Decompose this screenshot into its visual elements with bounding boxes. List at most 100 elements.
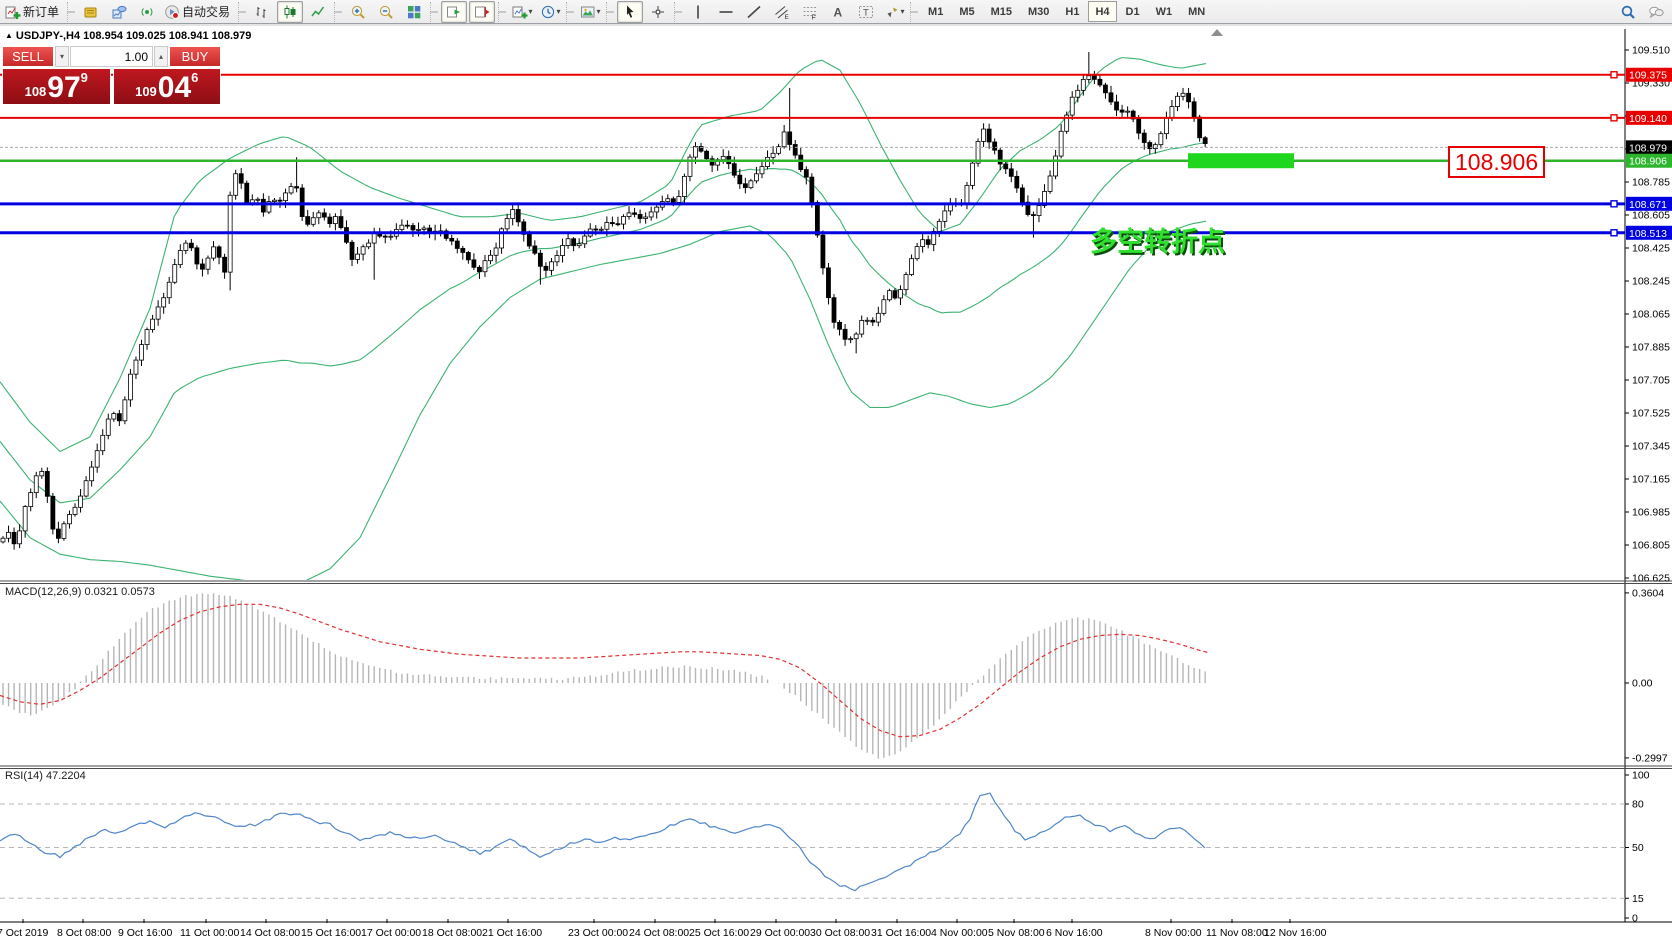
chart-shift-marker-icon[interactable] <box>1211 29 1223 36</box>
timeframe-m5-button[interactable]: M5 <box>959 5 975 18</box>
toolbar-line-chart-button[interactable] <box>305 1 331 23</box>
toolbar-candle-chart-button[interactable] <box>277 0 304 23</box>
svg-text:T: T <box>863 7 869 18</box>
svg-text:7 Oct 2019: 7 Oct 2019 <box>0 927 49 939</box>
sell-price-block[interactable]: 108 97 9 <box>2 68 111 105</box>
sell-button[interactable]: SELL <box>2 46 54 67</box>
time-scale: 7 Oct 2019 8 Oct 08:00 9 Oct 16:00 11 Oct 0… <box>0 919 1327 939</box>
publish-chart-icon <box>112 5 127 18</box>
timeframe-mn-button[interactable]: MN <box>1188 5 1206 18</box>
toolbar-equidistant-channel-button[interactable]: E <box>769 1 795 23</box>
crosshair-icon <box>652 5 665 18</box>
toolbar-history-center-button[interactable] <box>78 1 104 23</box>
toolbar-zoom-in-button[interactable] <box>345 1 371 23</box>
svg-text:106.625: 106.625 <box>1632 573 1670 585</box>
svg-text:106.985: 106.985 <box>1632 507 1670 519</box>
line-handle-marker[interactable] <box>1610 200 1618 208</box>
collapse-panel-icon[interactable]: ▲ <box>5 31 13 40</box>
svg-text:11 Nov 08:00: 11 Nov 08:00 <box>1206 927 1268 939</box>
toolbar-text-label-button[interactable]: T <box>853 1 879 23</box>
cursor-icon <box>627 5 634 18</box>
one-click-top-row: SELL ▾ 1.00 ▴ BUY <box>2 46 221 67</box>
chevron-down-icon: ▾ <box>900 7 905 16</box>
ask-big-digits: 04 <box>157 71 192 104</box>
toolbar-text-button[interactable]: A <box>825 1 851 23</box>
timeframe-w1-button[interactable]: W1 <box>1155 5 1173 18</box>
svg-text:109.140: 109.140 <box>1629 113 1667 125</box>
price-callout-label[interactable]: 108.906 <box>1448 146 1546 178</box>
support-highlight-rect[interactable] <box>1188 153 1294 169</box>
toolbar-search-button[interactable] <box>1615 1 1641 23</box>
timeframe-m30-button[interactable]: M30 <box>1028 5 1050 18</box>
bid-big-digits: 97 <box>47 71 81 104</box>
toolbar-chat-button[interactable] <box>1643 1 1669 23</box>
text-icon: A <box>834 5 843 19</box>
toolbar-separator <box>910 1 919 22</box>
toolbar-auto-scroll-button[interactable] <box>441 0 468 23</box>
timeframe-h1-button[interactable]: H1 <box>1065 5 1080 18</box>
buy-price-block[interactable]: 109 04 6 <box>112 68 221 105</box>
toolbar: 新订单 自动交易 ▾ ▾ ▾ E F A T ▾ M1 M5 M15 M30 H1 H4 D1 W1 MN <box>0 0 1672 24</box>
svg-text:9 Oct 16:00: 9 Oct 16:00 <box>118 927 172 939</box>
toolbar-new-order-button[interactable]: 新订单 <box>3 1 64 23</box>
buy-button[interactable]: BUY <box>169 46 221 67</box>
toolbar-bar-chart-button[interactable] <box>249 1 275 23</box>
svg-text:108.065: 108.065 <box>1632 309 1670 321</box>
timeframe-m1-button[interactable]: M1 <box>928 5 944 18</box>
line-handle-marker[interactable] <box>1610 114 1618 122</box>
toolbar-horizontal-line-button[interactable] <box>713 1 739 23</box>
toolbar-separator <box>606 1 615 22</box>
symbol-ohlc-text: USDJPY-,H4 108.954 109.025 108.941 108.9… <box>15 30 252 42</box>
svg-text:31 Oct 16:00: 31 Oct 16:00 <box>871 927 931 939</box>
svg-text:12 Nov 16:00: 12 Nov 16:00 <box>1264 927 1327 939</box>
toolbar-separator <box>67 1 76 22</box>
horizontal-levels: 109.375 109.140 108.979 108.906 108.671 108.5… <box>0 67 1672 240</box>
timeframe-d1-button[interactable]: D1 <box>1125 5 1140 18</box>
toolbar-new-chart-button[interactable]: ▾ <box>509 1 535 23</box>
new-order-icon <box>5 6 21 19</box>
svg-text:E: E <box>785 14 790 20</box>
new-chart-icon <box>512 6 528 18</box>
toolbar-cursor-button[interactable] <box>617 0 644 23</box>
toolbar-arrows-button[interactable]: ▾ <box>881 1 907 23</box>
one-click-trading-panel: SELL ▾ 1.00 ▴ BUY 108 97 9 109 04 6 <box>2 46 221 105</box>
toolbar-vertical-line-button[interactable] <box>685 1 711 23</box>
equidistant-channel-icon: E <box>775 5 790 20</box>
turning-point-note[interactable]: 多空转折点 <box>1090 227 1225 258</box>
toolbar-tile-windows-button[interactable] <box>401 1 427 23</box>
svg-text:18 Oct 08:00: 18 Oct 08:00 <box>422 927 482 939</box>
toolbar-trendline-button[interactable] <box>741 1 767 23</box>
toolbar-chart-shift-button[interactable] <box>469 0 496 23</box>
toolbar-publish-chart-button[interactable] <box>106 1 132 23</box>
timeframe-h4-button[interactable]: H4 <box>1088 1 1117 22</box>
price-badge-108.979 <box>1626 140 1672 155</box>
line-chart-icon <box>311 6 325 16</box>
toolbar-separator <box>674 1 683 22</box>
toolbar-separator <box>430 1 439 22</box>
price-badge-108.513 <box>1626 225 1672 240</box>
svg-text:8 Oct 08:00: 8 Oct 08:00 <box>57 927 111 939</box>
fibonacci-icon: F <box>803 6 817 20</box>
svg-text:23 Oct 00:00: 23 Oct 00:00 <box>568 927 628 939</box>
svg-text:29 Oct 00:00: 29 Oct 00:00 <box>750 927 810 939</box>
line-handle-marker[interactable] <box>1610 229 1618 237</box>
chat-icon <box>1649 6 1664 18</box>
toolbar-templates-button[interactable]: ▾ <box>577 1 603 23</box>
svg-text:107.165: 107.165 <box>1632 474 1670 486</box>
line-handle-marker[interactable] <box>1610 71 1618 79</box>
toolbar-signals-button[interactable] <box>134 1 160 23</box>
rsi-label: RSI(14) 47.2204 <box>5 770 86 782</box>
volume-decrease-button[interactable]: ▾ <box>55 46 69 67</box>
toolbar-periods-button[interactable]: ▾ <box>537 1 563 23</box>
toolbar-crosshair-button[interactable] <box>645 1 671 23</box>
volume-input[interactable]: 1.00 <box>70 46 153 67</box>
toolbar-zoom-out-button[interactable] <box>373 1 399 23</box>
svg-text:25 Oct 16:00: 25 Oct 16:00 <box>689 927 749 939</box>
toolbar-fibonacci-button[interactable]: F <box>797 1 823 23</box>
timeframe-m15-button[interactable]: M15 <box>990 5 1012 18</box>
toolbar-autotrading-button[interactable]: 自动交易 <box>162 1 235 23</box>
volume-increase-button[interactable]: ▴ <box>154 46 168 67</box>
price-badge-109.140 <box>1626 110 1672 125</box>
